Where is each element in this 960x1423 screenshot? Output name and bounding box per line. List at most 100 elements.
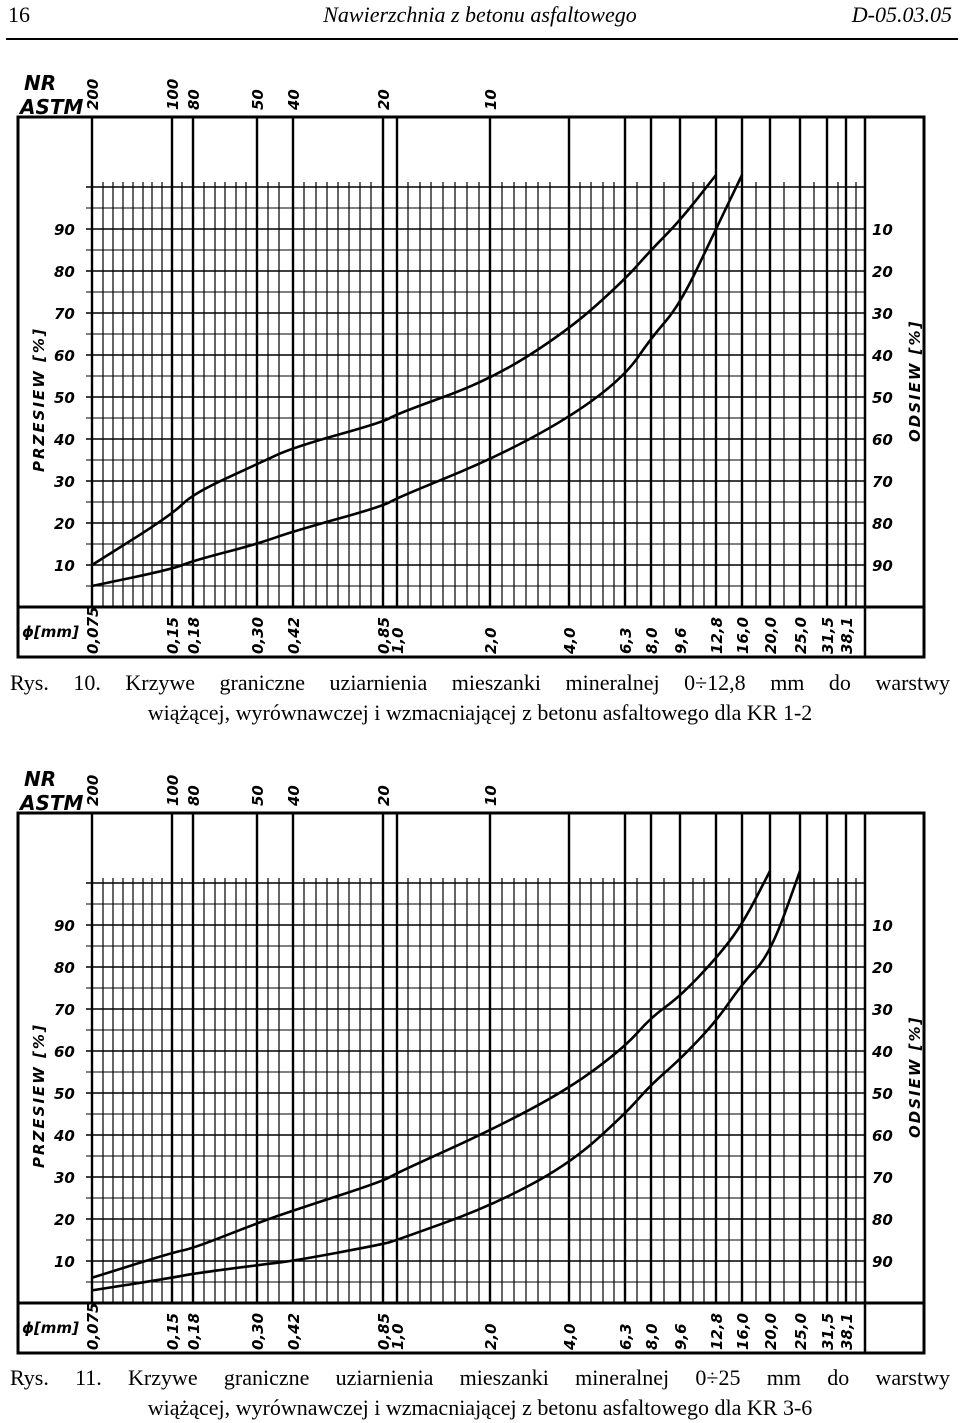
- chart1-frame: [16, 115, 926, 659]
- chart2-y-tick-right-50: 50: [872, 1085, 893, 1103]
- chart2-y-tick-left-70: 70: [54, 1001, 75, 1019]
- chart2-x-tick-11: 9,6: [672, 1323, 690, 1350]
- chart1-nr-label: NR: [24, 71, 56, 95]
- chart2-y-tick-right-40: 40: [871, 1043, 893, 1061]
- chart2-x-tick-10: 8,0: [643, 1323, 661, 1350]
- chart1-y-tick-left-80: 80: [54, 263, 75, 281]
- chart2-y-tick-right-80: 80: [872, 1211, 893, 1229]
- chart2-x-tick-7: 2,0: [482, 1323, 500, 1350]
- chart2-x-tick-2: 0,18: [185, 1313, 203, 1350]
- chart1-y-tick-right-40: 40: [871, 347, 893, 365]
- chart1-y-tick-left-10: 10: [54, 557, 75, 575]
- chart2-x-tick-13: 16,0: [734, 1313, 752, 1350]
- chart2-astm-tick-40: 40: [285, 785, 303, 807]
- chart1-astm-tick-40: 40: [285, 89, 303, 111]
- chart2-x-tick-5: 0,85: [375, 1313, 393, 1350]
- chart2-x-tick-6: 1,0: [389, 1323, 407, 1350]
- chart2-x-tick-16: 31,5: [819, 1313, 837, 1350]
- chart2-y-tick-left-40: 40: [53, 1127, 75, 1145]
- chart2-y-tick-right-10: 10: [872, 917, 893, 935]
- chart1-x-tick-7: 2,0: [482, 627, 500, 654]
- chart2-frame: [16, 811, 926, 1355]
- figure-caption-2: Rys. 11. Krzywe graniczne uziarnienia mi…: [10, 1363, 950, 1423]
- chart1-astm-tick-50: 50: [249, 89, 267, 110]
- chart2-right-axis-label: ODSIEW [%]: [906, 1016, 924, 1138]
- chart2-y-tick-left-50: 50: [54, 1085, 75, 1103]
- chart2-y-tick-left-60: 60: [54, 1043, 75, 1061]
- chart1-y-tick-right-90: 90: [872, 557, 893, 575]
- chart1-y-tick-left-60: 60: [54, 347, 75, 365]
- chart2-x-tick-12: 12,8: [708, 1313, 726, 1350]
- caption-2-line-2: wiążącej, wyrównawczej i wzmacniającej z…: [147, 1395, 813, 1420]
- chart2-x-tick-15: 25,0: [792, 1313, 810, 1350]
- caption-1-line-2: wiążącej, wyrównawczej i wzmacniającej z…: [147, 700, 813, 725]
- chart1-x-tick-6: 1,0: [389, 627, 407, 654]
- chart2-nr-label: NR: [24, 767, 56, 791]
- chart1-x-tick-16: 31,5: [819, 617, 837, 654]
- chart1-left-axis-label: PRZESIEW [%]: [30, 327, 48, 472]
- chart1-x-tick-14: 20,0: [762, 617, 780, 654]
- chart2-y-tick-left-20: 20: [54, 1211, 75, 1229]
- chart1-y-tick-right-30: 30: [872, 305, 893, 323]
- chart1-y-tick-right-10: 10: [872, 221, 893, 239]
- chart1-y-tick-right-70: 70: [872, 473, 893, 491]
- chart2-curve-upper: [91, 870, 772, 1280]
- chart2-x-tick-3: 0,30: [249, 1313, 267, 1350]
- chart1-x-tick-5: 0,85: [375, 617, 393, 654]
- sieve-chart-1: NR ASTM 200 100 80 50 40 20 10 10 20 30 40 50 60 70 80 90…: [0, 62, 960, 662]
- chart2-astm-tick-200: 200: [84, 775, 102, 806]
- chart2-astm-tick-50: 50: [249, 785, 267, 806]
- chart1-curve-lower: [91, 174, 744, 588]
- chart1-x-tick-3: 0,30: [249, 617, 267, 654]
- chart1-y-tick-right-80: 80: [872, 515, 893, 533]
- chart1-x-tick-10: 8,0: [643, 627, 661, 654]
- chart2-y-tick-right-30: 30: [872, 1001, 893, 1019]
- chart2-x-tick-0: 0,075: [84, 1303, 102, 1350]
- chart2-y-tick-right-60: 60: [872, 1127, 893, 1145]
- chart1-x-tick-4: 0,42: [285, 617, 303, 654]
- chart1-x-tick-15: 25,0: [792, 617, 810, 654]
- chart1-x-tick-2: 0,18: [185, 617, 203, 654]
- chart1-y-tick-left-30: 30: [54, 473, 75, 491]
- chart1-x-tick-17: 38,1: [838, 617, 856, 654]
- chart1-x-tick-0: 0,075: [84, 607, 102, 654]
- caption-1-line-1: Rys. 10. Krzywe graniczne uziarnienia mi…: [10, 670, 950, 695]
- chart2-astm-tick-100: 100: [164, 775, 182, 806]
- chart1-y-tick-left-40: 40: [53, 431, 75, 449]
- chart1-y-tick-left-90: 90: [54, 221, 75, 239]
- chart1-astm-tick-10: 10: [482, 89, 500, 110]
- sieve-chart-2: NR ASTM 200 100 80 50 40 20 10 10 20 30 40 50 60 70 80 90…: [0, 758, 960, 1358]
- chart1-x-tick-13: 16,0: [734, 617, 752, 654]
- chart2-x-tick-4: 0,42: [285, 1313, 303, 1350]
- chart1-curve-upper: [91, 174, 718, 567]
- chart2-astm-tick-20: 20: [375, 785, 393, 806]
- chart2-x-tick-1: 0,15: [164, 1313, 182, 1350]
- chart1-y-tick-right-60: 60: [872, 431, 893, 449]
- header-rule: [6, 38, 958, 40]
- chart1-y-tick-left-20: 20: [54, 515, 75, 533]
- page-header: 16 Nawierzchnia z betonu asfaltowego D-0…: [0, 0, 960, 40]
- page-number: 16: [8, 2, 30, 27]
- chart2-left-axis-label: PRZESIEW [%]: [30, 1023, 48, 1168]
- chart1-astm-tick-20: 20: [375, 89, 393, 110]
- chart1-astm-tick-200: 200: [84, 79, 102, 110]
- chart1-y-tick-right-50: 50: [872, 389, 893, 407]
- chart1-x-tick-12: 12,8: [708, 617, 726, 654]
- figure-caption-1: Rys. 10. Krzywe graniczne uziarnienia mi…: [10, 668, 950, 728]
- chart2-x-tick-17: 38,1: [838, 1313, 856, 1350]
- chart1-right-axis-label: ODSIEW [%]: [906, 320, 924, 442]
- caption-2-line-1: Rys. 11. Krzywe graniczne uziarnienia mi…: [10, 1365, 950, 1390]
- chart2-y-tick-left-90: 90: [54, 917, 75, 935]
- chart1-x-tick-9: 6,3: [617, 627, 635, 654]
- chart2-astm-tick-80: 80: [185, 785, 203, 806]
- chart2-x-tick-8: 4,0: [561, 1323, 579, 1351]
- document-title: Nawierzchnia z betonu asfaltowego: [323, 2, 637, 27]
- chart2-y-tick-right-70: 70: [872, 1169, 893, 1187]
- chart2-y-tick-left-80: 80: [54, 959, 75, 977]
- chart1-astm-tick-80: 80: [185, 89, 203, 110]
- chart1-x-tick-8: 4,0: [561, 627, 579, 655]
- chart2-y-tick-right-90: 90: [872, 1253, 893, 1271]
- chart1-astm-tick-100: 100: [164, 79, 182, 110]
